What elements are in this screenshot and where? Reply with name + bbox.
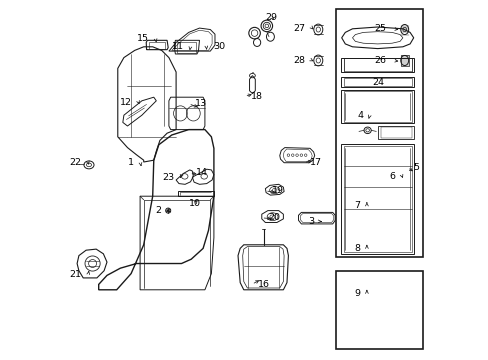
Text: 10: 10: [188, 199, 201, 208]
Text: 18: 18: [250, 92, 263, 101]
Text: 29: 29: [265, 13, 277, 22]
Text: 2: 2: [155, 206, 161, 215]
Text: 16: 16: [258, 280, 270, 289]
Text: 8: 8: [354, 244, 360, 253]
Text: 1: 1: [128, 158, 134, 167]
Text: 14: 14: [196, 168, 207, 177]
Text: 27: 27: [293, 23, 305, 32]
Text: 11: 11: [172, 41, 183, 50]
Text: 7: 7: [354, 201, 360, 210]
Text: 3: 3: [308, 217, 314, 226]
Bar: [177, 42, 195, 53]
Bar: [400, 55, 408, 66]
Text: 25: 25: [374, 24, 386, 33]
Text: 9: 9: [354, 289, 360, 298]
Text: 12: 12: [120, 98, 132, 107]
Text: 30: 30: [212, 41, 224, 50]
Text: 15: 15: [137, 34, 149, 43]
Text: 5: 5: [413, 163, 419, 172]
Text: 13: 13: [194, 99, 206, 108]
Text: 26: 26: [374, 56, 386, 65]
Bar: [336, 271, 422, 349]
Bar: [336, 9, 422, 257]
Text: 19: 19: [271, 186, 283, 195]
Text: 6: 6: [389, 172, 395, 181]
Text: 24: 24: [372, 78, 384, 87]
Text: 4: 4: [357, 111, 363, 120]
Text: 20: 20: [267, 213, 279, 222]
Text: 17: 17: [309, 158, 322, 167]
Text: 28: 28: [293, 56, 305, 65]
Text: 23: 23: [162, 173, 174, 181]
Text: 21: 21: [70, 270, 81, 279]
Bar: [148, 42, 165, 49]
Text: 22: 22: [70, 158, 81, 167]
